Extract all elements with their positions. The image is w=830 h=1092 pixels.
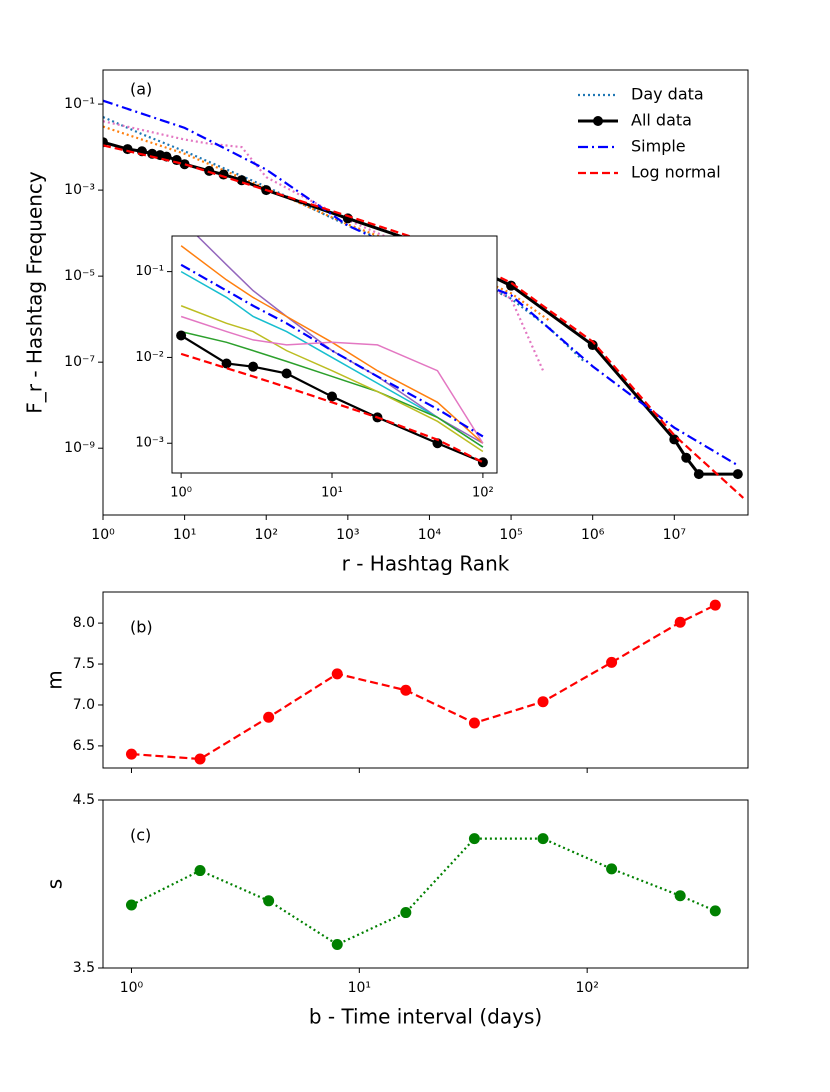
- marker: [125, 748, 137, 760]
- x-axis-label: r - Hashtag Rank: [342, 552, 510, 576]
- panel-label: (b): [130, 618, 153, 637]
- y-axis-label: F_r - Hashtag Frequency: [23, 171, 47, 414]
- marker: [693, 469, 704, 480]
- y-tick-label: 3.5: [73, 960, 95, 976]
- axes-frame: [171, 235, 498, 474]
- y-tick-label: 10⁻⁵: [64, 268, 95, 284]
- marker: [327, 391, 338, 402]
- x-tick-label: 10⁴: [418, 527, 442, 543]
- series-line: [180, 263, 484, 438]
- y-tick-label: 8.0: [73, 615, 95, 631]
- plot-area: [103, 800, 748, 968]
- x-tick-label: 10¹: [173, 527, 196, 543]
- marker: [732, 469, 743, 480]
- x-tick-label: 10⁶: [581, 527, 605, 543]
- x-tick-label: 10⁷: [663, 527, 686, 543]
- x-tick-label: 10²: [255, 527, 278, 543]
- y-tick-label: 10⁻¹: [135, 264, 164, 279]
- y-tick-label: 10⁻²: [135, 350, 164, 365]
- marker: [537, 833, 549, 845]
- plot-area: [103, 592, 748, 768]
- marker: [709, 599, 721, 611]
- y-tick-label: 10⁻³: [64, 182, 95, 198]
- marker: [179, 159, 190, 170]
- y-tick-label: 10⁻¹: [64, 96, 95, 112]
- series-line: [180, 305, 484, 453]
- marker: [537, 696, 549, 708]
- marker: [674, 616, 686, 628]
- marker: [331, 938, 343, 950]
- legend-label: All data: [631, 111, 692, 130]
- y-tick-label: 4.5: [73, 792, 95, 808]
- y-tick-label: 10⁻³: [135, 436, 164, 451]
- x-tick-label: 10²: [472, 486, 494, 501]
- marker: [587, 340, 598, 351]
- legend-label: Simple: [631, 137, 686, 156]
- x-tick-label: 10⁵: [499, 527, 522, 543]
- series-line: [180, 270, 484, 448]
- marker: [331, 668, 343, 680]
- series-line: [180, 315, 484, 444]
- y-tick-label: 7.5: [73, 656, 95, 672]
- x-tick-label: 10⁰: [170, 486, 192, 501]
- y-axis-label: s: [43, 879, 67, 889]
- marker: [674, 890, 686, 902]
- x-tick-label: 10²: [575, 980, 598, 996]
- marker: [681, 452, 692, 463]
- panel-label: (a): [130, 80, 152, 99]
- legend-label: Day data: [631, 85, 704, 104]
- y-tick-label: 10⁻⁹: [64, 440, 95, 456]
- plot-content: [176, 236, 488, 468]
- legend-marker: [593, 116, 603, 126]
- marker: [506, 280, 517, 291]
- series-line: [103, 120, 545, 373]
- y-tick-label: 7.0: [73, 697, 95, 713]
- series-line: [180, 245, 484, 444]
- series-line: [196, 236, 484, 444]
- axes-frame: [102, 799, 749, 969]
- marker: [606, 656, 618, 668]
- marker: [468, 717, 480, 729]
- marker: [176, 330, 187, 341]
- marker: [468, 833, 480, 845]
- x-tick-label: 10⁰: [120, 980, 144, 996]
- axes-frame: [102, 591, 749, 769]
- marker: [263, 711, 275, 723]
- panel-label: (c): [130, 826, 151, 845]
- marker: [400, 684, 412, 696]
- marker: [669, 434, 680, 445]
- x-tick-label: 10¹: [321, 486, 343, 501]
- marker: [194, 753, 206, 765]
- marker: [400, 907, 412, 919]
- y-axis-label: m: [43, 670, 67, 689]
- marker: [606, 863, 618, 875]
- series-line: [180, 352, 484, 464]
- x-axis-label: b - Time interval (days): [309, 1005, 542, 1029]
- marker: [263, 895, 275, 907]
- legend-label: Log normal: [631, 163, 721, 182]
- marker: [221, 358, 232, 369]
- marker: [281, 368, 292, 379]
- x-tick-label: 10³: [336, 527, 359, 543]
- series-line: [180, 330, 484, 448]
- axes-frame: [102, 69, 749, 516]
- plot-area: [172, 236, 497, 473]
- plot-content: [125, 599, 721, 765]
- marker: [248, 361, 259, 372]
- plot-content: [125, 833, 721, 950]
- x-tick-label: 10⁰: [91, 527, 115, 543]
- series-line: [131, 604, 716, 761]
- y-tick-label: 6.5: [73, 738, 95, 754]
- marker: [194, 865, 206, 877]
- marker: [432, 438, 443, 449]
- marker: [709, 905, 721, 917]
- x-tick-label: 10¹: [348, 980, 371, 996]
- y-tick-label: 10⁻⁷: [64, 354, 95, 370]
- marker: [477, 457, 488, 468]
- marker: [125, 899, 137, 911]
